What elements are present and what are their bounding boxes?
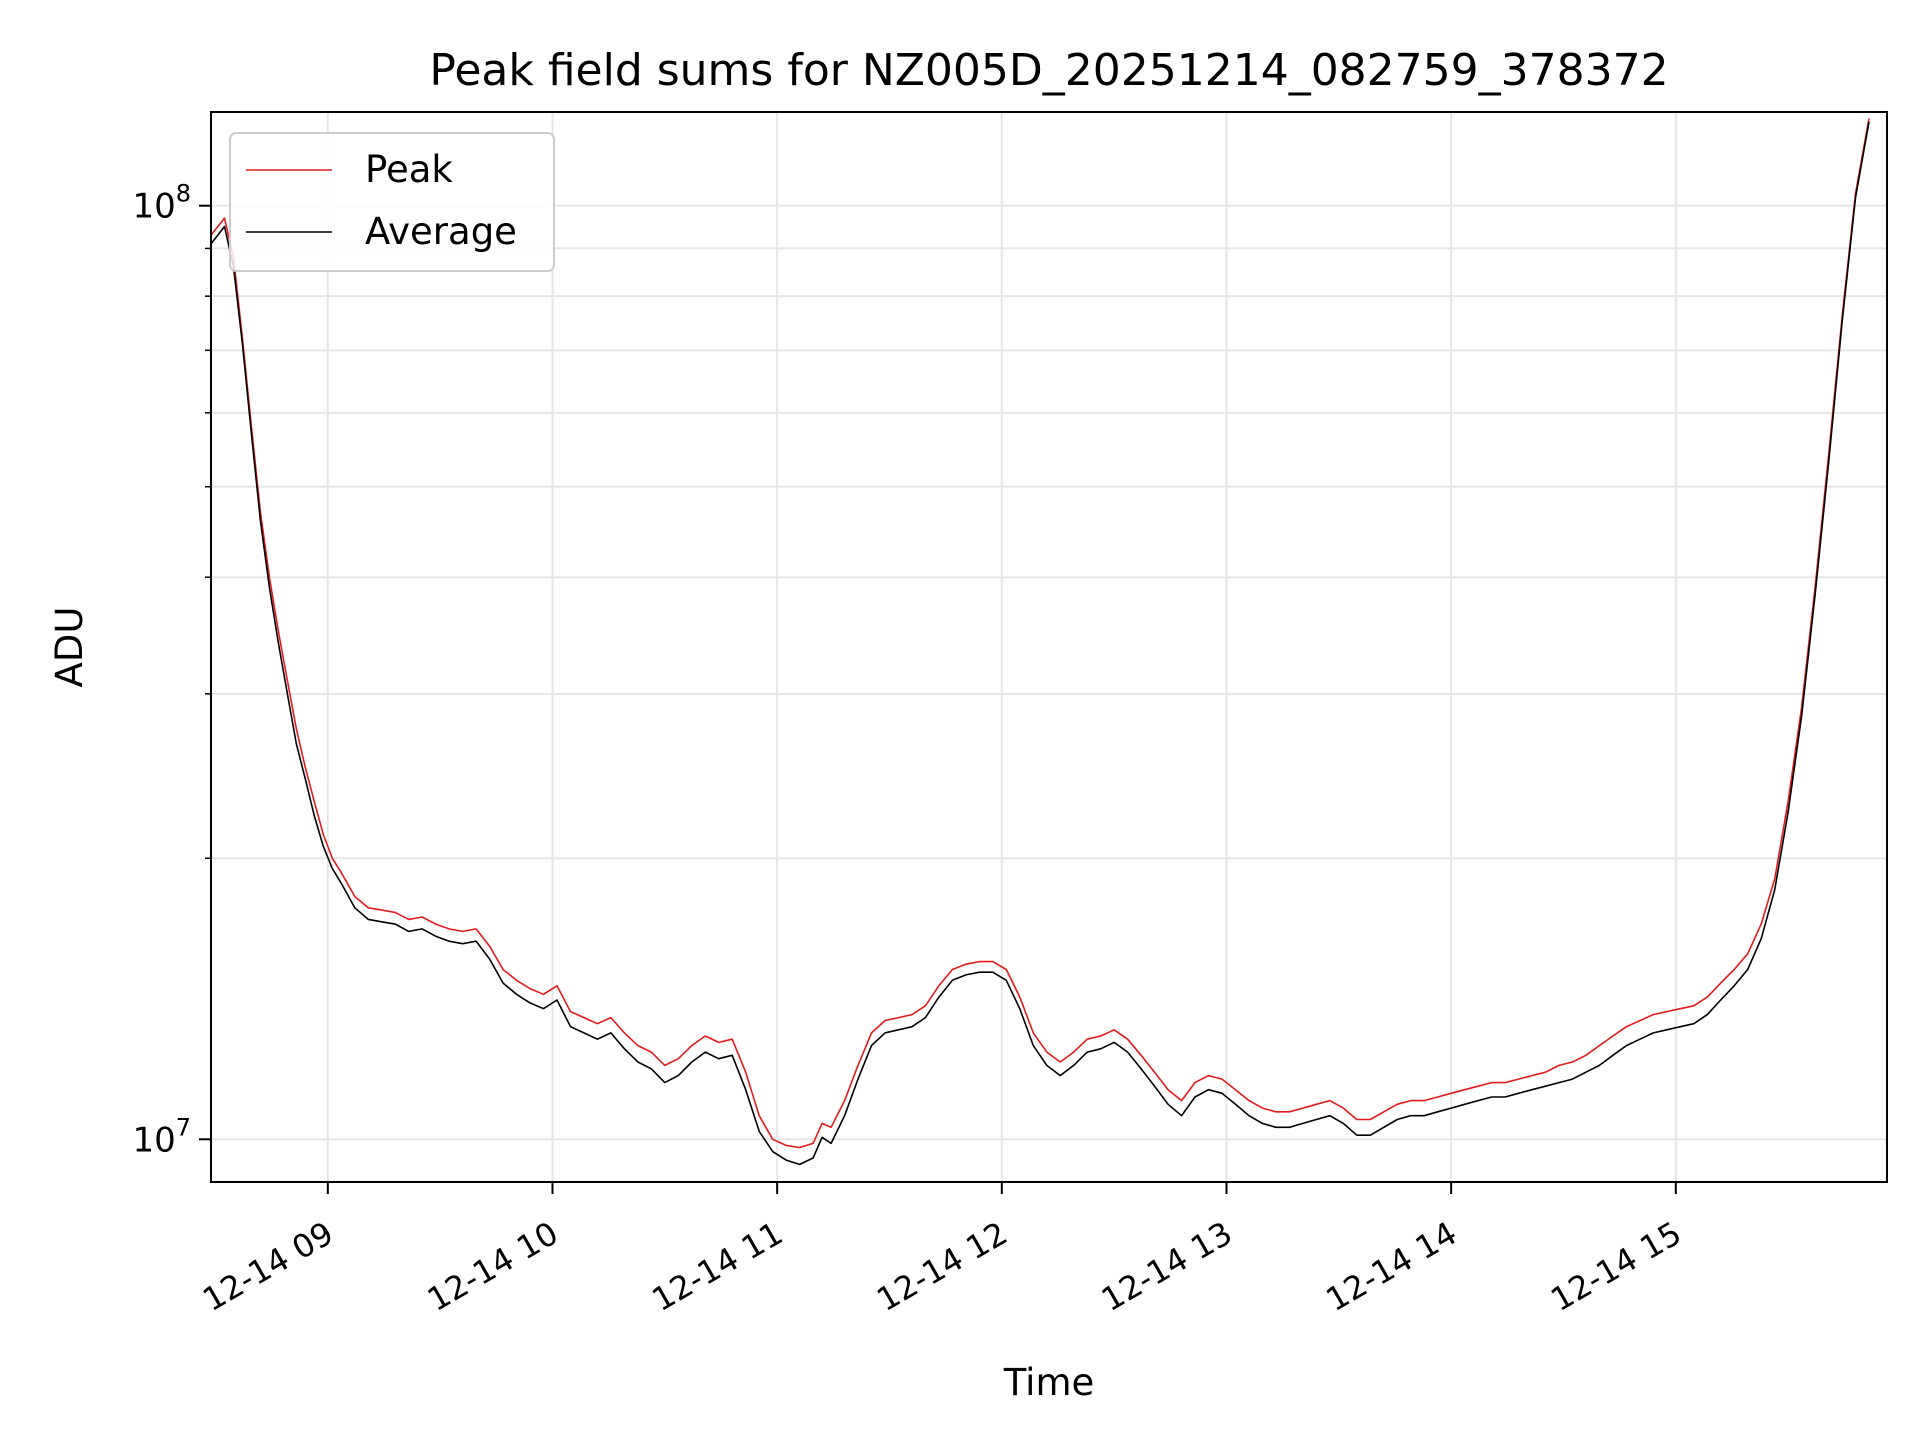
legend-box xyxy=(229,132,555,272)
y-tick-exponent: 8 xyxy=(176,180,191,208)
series-layer xyxy=(210,118,1870,1166)
grid-layer xyxy=(211,112,1887,1182)
plot-frame xyxy=(210,111,1888,1183)
chart-title: Peak field sums for NZ005D_20251214_0827… xyxy=(429,45,1668,96)
legend-average-label: Average xyxy=(365,210,517,253)
y-tick-label: 108 xyxy=(132,180,191,227)
y-tick-exponent: 7 xyxy=(176,1113,191,1141)
y-tick-label: 107 xyxy=(132,1113,191,1160)
y-axis-label: ADU xyxy=(48,607,91,688)
y-tick-base: 10 xyxy=(132,187,175,227)
legend-peak-label: Peak xyxy=(365,148,453,191)
x-axis-label: Time xyxy=(1003,1361,1095,1404)
y-tick-base: 10 xyxy=(132,1120,175,1160)
series-line-peak xyxy=(210,118,1870,1149)
series-line-average xyxy=(210,121,1870,1166)
legend: Peak Average xyxy=(229,132,555,272)
